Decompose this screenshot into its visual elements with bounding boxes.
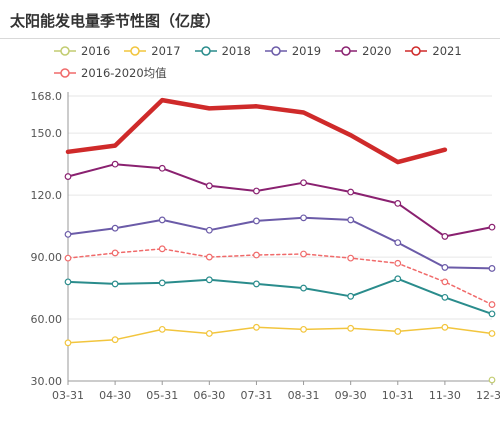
y-tick-label: 60.00 bbox=[31, 313, 63, 326]
data-point-2020[interactable] bbox=[347, 188, 355, 196]
data-point-2016-2020均值[interactable] bbox=[205, 253, 213, 261]
data-point-2020[interactable] bbox=[488, 223, 496, 231]
series-line-2016-2020均值 bbox=[67, 248, 493, 306]
legend-item-2016[interactable]: 2016 bbox=[54, 40, 110, 62]
legend-swatch bbox=[264, 46, 287, 56]
x-tick-label: 10-31 bbox=[382, 389, 414, 402]
x-tick-label: 09-30 bbox=[335, 389, 367, 402]
legend-swatch bbox=[405, 46, 428, 56]
data-point-2016-2020均值[interactable] bbox=[300, 250, 307, 258]
data-point-2017[interactable] bbox=[300, 325, 307, 333]
series-line-2019 bbox=[67, 216, 493, 270]
y-tick-label: 168.0 bbox=[31, 90, 63, 103]
legend-label: 2017 bbox=[151, 44, 181, 58]
y-tick-label: 30.00 bbox=[31, 375, 63, 388]
data-point-2019[interactable] bbox=[347, 216, 355, 224]
data-point-2018[interactable] bbox=[441, 293, 449, 301]
data-point-2017[interactable] bbox=[111, 336, 119, 344]
data-point-2020[interactable] bbox=[205, 182, 213, 190]
data-point-2017[interactable] bbox=[253, 323, 260, 331]
data-point-2020[interactable] bbox=[64, 173, 72, 180]
data-point-2019[interactable] bbox=[441, 264, 449, 271]
legend-label: 2016 bbox=[81, 44, 111, 58]
data-point-2017[interactable] bbox=[64, 339, 72, 347]
data-point-2018[interactable] bbox=[347, 292, 355, 300]
legend-label: 2021 bbox=[432, 44, 462, 58]
chart-title: 太阳能发电量季节性图（亿度） bbox=[10, 12, 221, 30]
data-point-2016-2020均值[interactable] bbox=[441, 278, 449, 286]
data-point-2016-2020均值[interactable] bbox=[64, 254, 72, 262]
legend-label: 2020 bbox=[362, 44, 392, 58]
title-divider bbox=[0, 38, 500, 39]
data-point-2017[interactable] bbox=[158, 325, 166, 333]
x-tick-label: 08-31 bbox=[288, 389, 320, 402]
data-point-2020[interactable] bbox=[158, 164, 166, 172]
legend-swatch bbox=[335, 46, 358, 56]
data-point-2018[interactable] bbox=[488, 310, 496, 318]
data-point-2017[interactable] bbox=[394, 328, 402, 335]
data-point-2020[interactable] bbox=[111, 160, 119, 168]
data-point-2019[interactable] bbox=[394, 239, 402, 247]
data-point-2017[interactable] bbox=[205, 330, 213, 337]
data-point-2020[interactable] bbox=[394, 199, 402, 207]
series-line-2020 bbox=[67, 163, 493, 238]
x-tick-label: 03-31 bbox=[52, 389, 84, 402]
data-point-2019[interactable] bbox=[158, 216, 166, 224]
x-tick-label: 12-31 bbox=[476, 389, 500, 402]
legend-swatch bbox=[54, 46, 76, 56]
legend-label: 2019 bbox=[291, 44, 322, 58]
data-point-2016-2020均值[interactable] bbox=[488, 301, 496, 308]
data-point-2018[interactable] bbox=[300, 284, 307, 292]
series-line-2021 bbox=[65, 97, 448, 165]
data-point-2020[interactable] bbox=[441, 233, 449, 240]
y-tick-label: 90.00 bbox=[31, 251, 63, 264]
data-point-2016-2020均值[interactable] bbox=[347, 254, 355, 262]
legend-swatch bbox=[194, 46, 217, 56]
data-point-2016-2020均值[interactable] bbox=[158, 245, 166, 253]
data-point-2017[interactable] bbox=[441, 323, 449, 331]
x-tick-label: 04-30 bbox=[99, 389, 131, 402]
data-point-2016[interactable] bbox=[488, 376, 496, 384]
data-point-2018[interactable] bbox=[111, 280, 119, 288]
legend-item-2019[interactable]: 2019 bbox=[264, 40, 322, 62]
data-point-2016-2020均值[interactable] bbox=[394, 259, 402, 267]
data-point-2020[interactable] bbox=[253, 187, 260, 195]
data-point-2019[interactable] bbox=[64, 230, 72, 238]
legend-item-2018[interactable]: 2018 bbox=[194, 40, 251, 62]
legend-label: 2016-2020均值 bbox=[81, 66, 167, 80]
data-point-2016-2020均值[interactable] bbox=[111, 249, 119, 257]
y-tick-label: 120.0 bbox=[31, 189, 63, 202]
x-tick-label: 05-31 bbox=[146, 389, 178, 402]
legend-label: 2018 bbox=[221, 44, 251, 58]
data-point-2018[interactable] bbox=[64, 278, 72, 286]
legend-swatch bbox=[54, 68, 76, 78]
y-tick-label: 150.0 bbox=[31, 127, 63, 140]
data-point-2018[interactable] bbox=[394, 275, 402, 283]
data-point-2019[interactable] bbox=[205, 226, 213, 234]
x-tick-label: 07-31 bbox=[240, 389, 272, 402]
x-tick-label: 06-30 bbox=[193, 389, 225, 402]
data-point-2017[interactable] bbox=[488, 330, 496, 337]
data-point-2020[interactable] bbox=[300, 179, 307, 187]
data-point-2019[interactable] bbox=[300, 214, 307, 222]
data-point-2018[interactable] bbox=[158, 279, 166, 287]
data-point-2019[interactable] bbox=[111, 224, 119, 232]
data-point-2016-2020均值[interactable] bbox=[253, 251, 260, 259]
series-line-2018 bbox=[67, 277, 493, 315]
legend-swatch bbox=[124, 46, 147, 56]
legend-item-2020[interactable]: 2020 bbox=[335, 40, 391, 62]
x-tick-label: 11-30 bbox=[429, 389, 461, 402]
legend-item-2017[interactable]: 2017 bbox=[124, 40, 181, 62]
data-point-2017[interactable] bbox=[347, 324, 355, 332]
data-point-2019[interactable] bbox=[253, 217, 260, 225]
legend-item-2021[interactable]: 2021 bbox=[405, 40, 462, 62]
data-point-2019[interactable] bbox=[488, 265, 496, 272]
series-line-2017 bbox=[67, 326, 493, 344]
legend-item-2016-2020均值[interactable]: 2016-2020均值 bbox=[54, 62, 167, 84]
data-point-2018[interactable] bbox=[253, 280, 260, 288]
data-point-2018[interactable] bbox=[205, 276, 213, 284]
legend: 2016 2017 2018 2019 2020 2021 2016-2020均值 bbox=[54, 40, 494, 84]
